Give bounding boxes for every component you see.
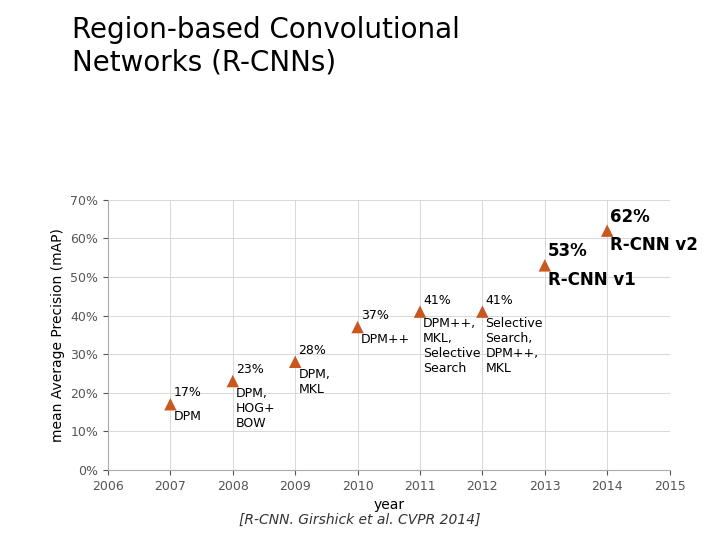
Text: 28%: 28% bbox=[298, 344, 326, 357]
Point bbox=[289, 357, 301, 366]
Text: R-CNN v1: R-CNN v1 bbox=[548, 271, 636, 289]
Text: DPM,
HOG+
BOW: DPM, HOG+ BOW bbox=[236, 387, 276, 430]
Point bbox=[477, 307, 488, 316]
Point bbox=[227, 377, 238, 386]
Text: DPM++: DPM++ bbox=[361, 333, 410, 346]
Text: R-CNN v2: R-CNN v2 bbox=[611, 237, 698, 254]
Text: DPM,
MKL: DPM, MKL bbox=[298, 368, 330, 396]
Text: [R-CNN. Girshick et al. CVPR 2014]: [R-CNN. Girshick et al. CVPR 2014] bbox=[239, 512, 481, 526]
Point bbox=[352, 323, 364, 332]
Text: 37%: 37% bbox=[361, 309, 389, 322]
Text: 62%: 62% bbox=[611, 208, 650, 226]
Text: 53%: 53% bbox=[548, 242, 588, 260]
Text: 41%: 41% bbox=[485, 294, 513, 307]
Text: 23%: 23% bbox=[236, 363, 264, 376]
Text: DPM++,
MKL,
Selective
Search: DPM++, MKL, Selective Search bbox=[423, 318, 481, 375]
Text: Region-based Convolutional
Networks (R-CNNs): Region-based Convolutional Networks (R-C… bbox=[72, 16, 460, 77]
Point bbox=[165, 400, 176, 409]
Y-axis label: mean Average Precision (mAP): mean Average Precision (mAP) bbox=[50, 228, 65, 442]
Text: Selective
Search,
DPM++,
MKL: Selective Search, DPM++, MKL bbox=[485, 318, 543, 375]
Point bbox=[414, 307, 426, 316]
X-axis label: year: year bbox=[373, 498, 405, 512]
Point bbox=[601, 226, 613, 235]
Text: DPM: DPM bbox=[174, 410, 202, 423]
Text: 41%: 41% bbox=[423, 294, 451, 307]
Point bbox=[539, 261, 551, 269]
Text: 17%: 17% bbox=[174, 386, 202, 399]
